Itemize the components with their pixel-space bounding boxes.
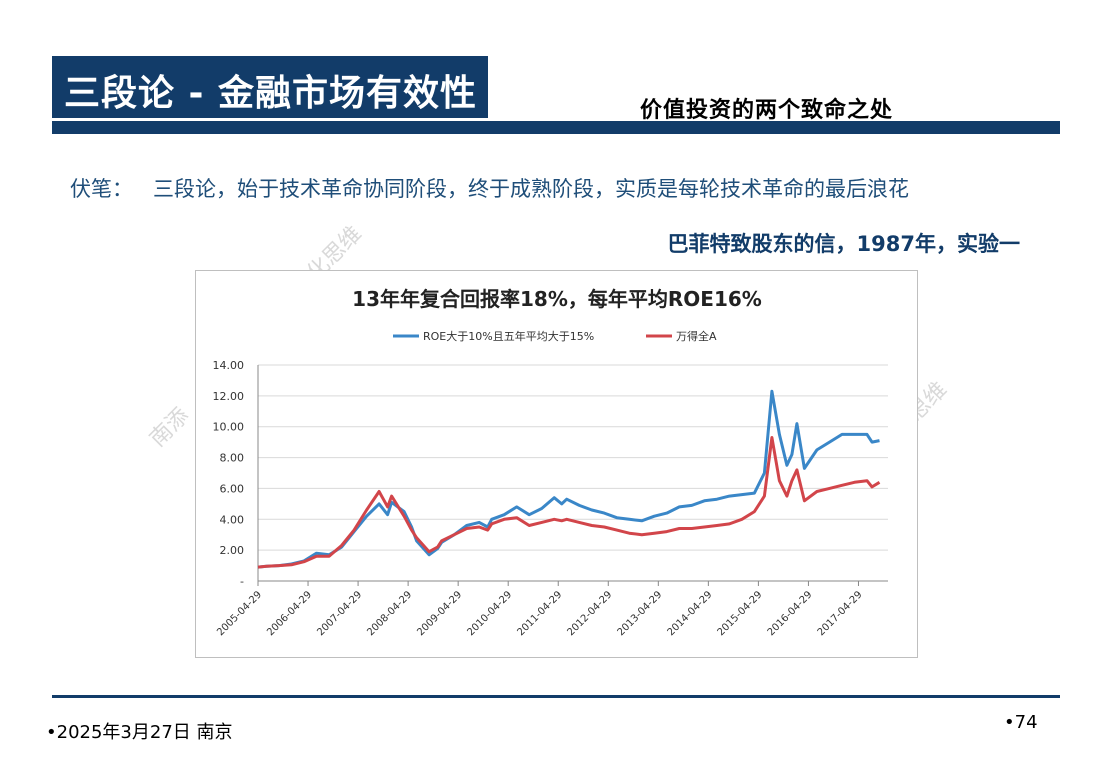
footer-rule (52, 695, 1060, 698)
slide-title: 三段论 - 金融市场有效性 (64, 73, 478, 114)
x-tick-label: 2014-04-29 (666, 589, 715, 638)
x-tick-label: 2017-04-29 (816, 589, 865, 638)
roe-chart: 13年年复合回报率18%，每年平均ROE16% ROE大于10%且五年平均大于15… (213, 287, 888, 638)
x-tick-label: 2015-04-29 (716, 589, 765, 638)
chart-frame: 13年年复合回报率18%，每年平均ROE16% ROE大于10%且五年平均大于15… (195, 270, 918, 658)
fubi-line: 伏笔： 三段论，始于技术革命协同阶段，终于成熟阶段，实质是每轮技术革命的最后浪花 (70, 173, 909, 203)
y-tick-label: 8.00 (220, 452, 245, 465)
fubi-text: 三段论，始于技术革命协同阶段，终于成熟阶段，实质是每轮技术革命的最后浪花 (153, 177, 909, 201)
y-tick-label: 14.00 (213, 359, 245, 372)
series-line-1 (257, 436, 881, 569)
chart-title: 13年年复合回报率18%，每年平均ROE16% (352, 287, 762, 311)
slide-subtitle: 价值投资的两个致命之处 (640, 97, 894, 123)
y-tick-label: 2.00 (220, 544, 245, 557)
x-tick-label: 2013-04-29 (616, 589, 665, 638)
legend-label-0: ROE大于10%且五年平均大于15% (423, 329, 594, 343)
x-tick-label: 2006-04-29 (265, 589, 314, 638)
header-rule (52, 121, 1060, 134)
x-tick-label: 2005-04-29 (215, 589, 264, 638)
x-tick-label: 2011-04-29 (515, 589, 564, 638)
y-tick-label: 4.00 (220, 513, 245, 526)
watermark-2: 南添 (145, 403, 195, 453)
buffett-note: 巴菲特致股东的信，1987年，实验一 (667, 232, 1020, 256)
x-tick-label: 2008-04-29 (365, 589, 414, 638)
x-tick-label: 2009-04-29 (415, 589, 464, 638)
footer-date: •2025年3月27日 南京 (46, 722, 233, 743)
slide-title-box: 三段论 - 金融市场有效性 (52, 56, 488, 118)
x-tick-label: 2010-04-29 (465, 589, 514, 638)
series-line-0 (257, 389, 880, 569)
legend-label-1: 万得全A (676, 329, 717, 343)
y-tick-label: 12.00 (213, 390, 245, 403)
y-tick-label: 10.00 (213, 421, 245, 434)
x-tick-label: 2007-04-29 (315, 589, 364, 638)
fubi-label: 伏笔： (70, 177, 133, 201)
page-number: •74 (1004, 712, 1038, 733)
x-tick-label: 2016-04-29 (766, 589, 815, 638)
y-tick-label: - (240, 575, 244, 588)
x-tick-label: 2012-04-29 (566, 589, 615, 638)
y-tick-label: 6.00 (220, 482, 245, 495)
